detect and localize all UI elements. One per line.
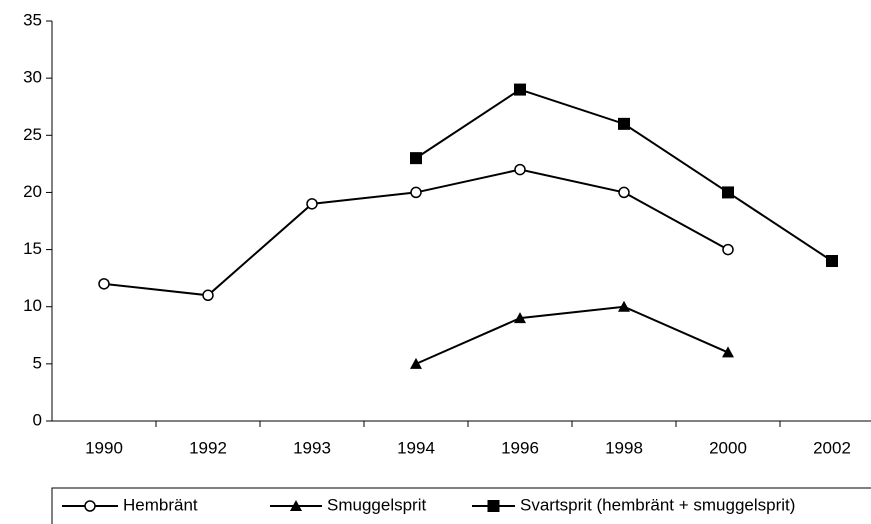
data-point [722,346,734,358]
legend-marker [290,500,302,511]
legend-marker [84,500,96,512]
y-tick-label: 20 [23,182,42,201]
data-point [306,198,318,210]
data-point [722,186,734,199]
legend-box [51,487,871,524]
data-point [98,278,110,290]
data-point [722,243,734,256]
legend-marker [487,500,500,512]
x-tick-label: 1994 [397,438,435,457]
data-point [618,300,630,312]
legend-label: Hembränt [123,495,198,514]
y-tick-label: 5 [33,353,42,372]
x-tick-label: 1996 [501,438,539,457]
series-line [415,305,729,365]
legend-label: Svartsprit (hembränt + smuggelsprit) [520,495,795,514]
y-tick-label: 30 [23,68,42,87]
data-point [410,186,422,199]
data-point [514,83,526,96]
y-tick-label: 25 [23,125,42,144]
data-point [826,255,838,267]
data-point [618,117,630,130]
data-point [202,289,214,302]
y-tick-label: 10 [23,296,42,315]
data-point [410,152,422,165]
x-tick-label: 2000 [709,438,747,457]
legend-label: Smuggelsprit [327,495,426,514]
x-tick-label: 2002 [813,438,851,457]
series-line [415,88,833,262]
y-tick-label: 0 [33,410,42,429]
data-point [410,357,422,369]
x-tick-label: 1998 [605,438,643,457]
x-tick-label: 1993 [293,438,331,457]
y-tick-label: 35 [23,10,42,29]
data-point [618,186,630,199]
data-point [514,312,526,324]
x-tick-label: 1990 [85,438,123,457]
x-tick-label: 1992 [189,438,227,457]
data-point [514,163,526,176]
y-tick-label: 15 [23,239,42,258]
